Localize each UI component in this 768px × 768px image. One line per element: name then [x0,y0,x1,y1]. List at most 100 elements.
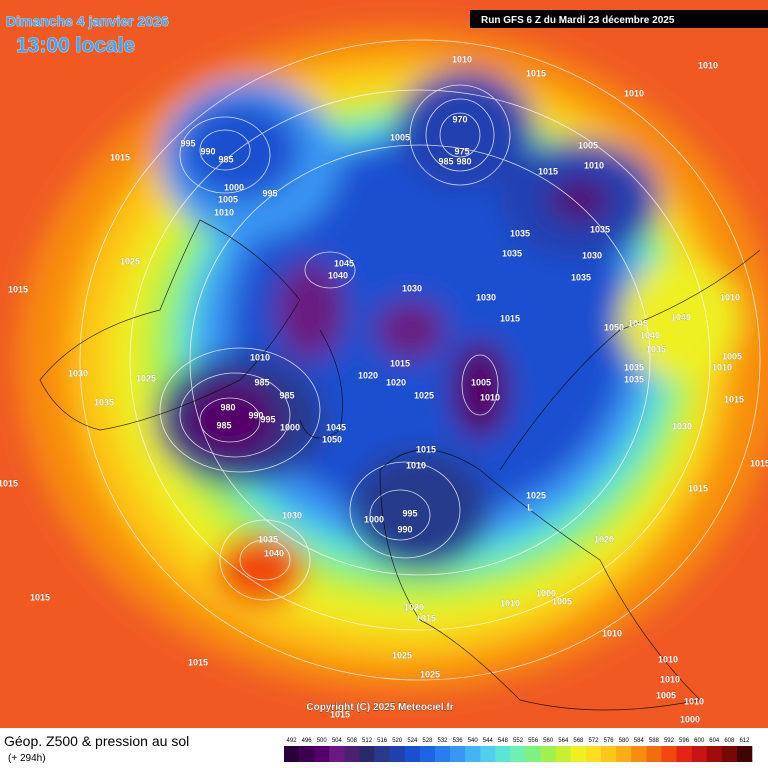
pressure-label: 1020 [386,377,406,387]
pressure-label: 1010 [452,54,472,64]
pressure-label: 1015 [688,483,708,493]
pressure-label: 1015 [750,458,768,468]
pressure-label: 1010 [684,696,704,706]
pressure-label: 990 [397,524,412,534]
pressure-label: 1010 [214,207,234,217]
legend-label: 564 [558,738,569,744]
pressure-label: 1025 [526,490,546,500]
pressure-label: 1000 [280,422,300,432]
run-box [470,10,768,28]
pressure-label: 1020 [358,370,378,380]
legend-swatch [510,746,526,762]
legend-label: 520 [392,738,403,744]
pressure-label: 985 [279,390,294,400]
pressure-label: 1010 [584,160,604,170]
pressure-label: 1015 [110,152,130,162]
legend-swatch [434,746,451,762]
pressure-label: 1025 [420,669,440,679]
legend-swatch [616,746,632,762]
pressure-label: 1010 [720,292,740,302]
pressure-label: 1015 [8,284,28,294]
legend-label: 516 [377,738,388,744]
pressure-label: 990 [248,410,263,420]
pressure-label: 1015 [538,166,558,176]
legend-swatch [646,746,662,762]
pressure-label: 1005 [471,377,491,387]
legend-label: 524 [407,738,418,744]
pressure-label: 1015 [0,478,18,488]
legend-swatch [585,746,602,762]
footer-title: Géop. Z500 & pression au sol [4,733,189,749]
legend-swatch [540,746,557,762]
pressure-label: 995 [260,414,275,424]
legend-swatch [404,746,421,762]
legend-swatch [314,746,330,762]
pressure-label: 1040 [328,270,348,280]
pressure-label: 975 [454,146,469,156]
legend-swatch [374,746,390,762]
legend-label: 576 [604,738,615,744]
pressure-label: 1020 [404,602,424,612]
legend-swatch [299,746,315,762]
pressure-label: 985 [438,156,453,166]
legend-swatch [329,746,345,762]
pressure-label: 1010 [250,352,270,362]
legend-swatch [495,746,511,762]
pressure-label: 1015 [390,358,410,368]
legend-label: 540 [468,738,479,744]
legend-swatch [736,746,753,762]
pressure-label: 1035 [510,228,530,238]
legend-label: 600 [694,738,705,744]
legend-swatch [691,746,708,762]
legend-label: 532 [438,738,449,744]
pressure-label: 980 [220,402,235,412]
pressure-label: 1050 [604,322,624,332]
pressure-label: 1025 [392,650,412,660]
legend-swatch [676,746,692,762]
pressure-label: 1035 [590,224,610,234]
legend-label: 496 [302,738,313,744]
pressure-label: 1045 [628,318,648,328]
pressure-label: 1005 [390,132,410,142]
legend-label: 504 [332,738,343,744]
pressure-label: 1000 [224,182,244,192]
forecast-time: 13:00 locale [16,34,135,57]
pressure-label: 1030 [476,292,496,302]
pressure-label: 1035 [571,272,591,282]
pressure-label: 1030 [402,283,422,293]
pressure-label: 1005 [722,351,742,361]
legend-label: 584 [634,738,645,744]
legend-swatch [631,746,647,762]
pressure-label: 1010 [480,392,500,402]
pressure-label: 1010 [658,654,678,664]
pressure-label: 1030 [68,368,88,378]
pressure-label: 1005 [552,596,572,606]
legend-swatch [555,746,572,762]
isobars [79,39,761,681]
legend-label: 604 [709,738,720,744]
legend-label: 528 [422,738,433,744]
pressure-label: 980 [456,156,471,166]
pressure-label: 1010 [698,60,718,70]
color-legend: 492 496 500 504 508 512 516 520 524 528 532 536 540 5… [284,738,753,762]
pressure-label: 1015 [416,613,436,623]
legend-swatch [389,746,406,762]
pressure-label: 1005 [578,140,598,150]
legend-label: 544 [483,738,494,744]
pressure-label: 1025 [120,256,140,266]
coastlines [39,219,761,711]
pressure-label: 1015 [724,394,744,404]
footer-subtitle: (+ 294h) [8,753,46,764]
pressure-label: 1010 [602,628,622,638]
legend-swatch [465,746,481,762]
forecast-date: Dimanche 4 janvier 2026 [6,13,169,29]
pressure-label: 995 [180,138,195,148]
legend-swatch [419,746,436,762]
legend-label: 608 [724,738,735,744]
pressure-label: 1015 [30,592,50,602]
pressure-label: 1015 [526,68,546,78]
pressure-label: 1035 [502,248,522,258]
legend-label: 612 [739,738,750,744]
